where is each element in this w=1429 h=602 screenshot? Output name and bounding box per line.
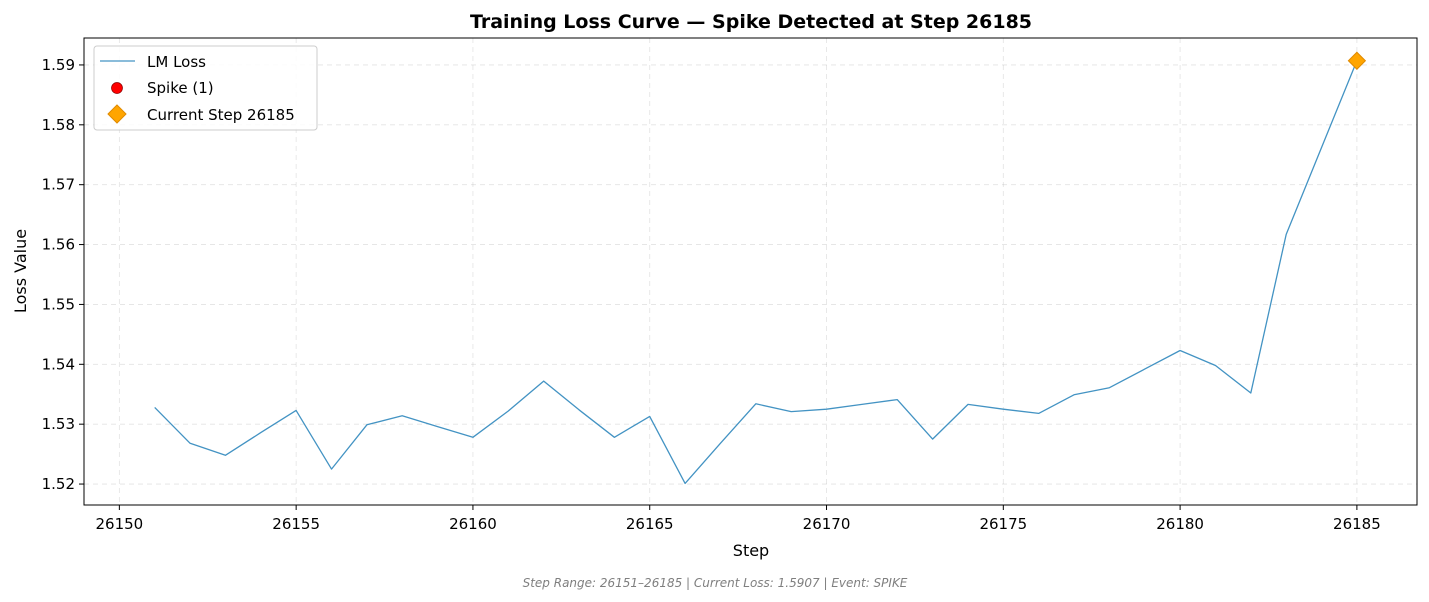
x-tick-label: 26150: [95, 515, 143, 533]
legend-current-step-label: Current Step 26185: [147, 106, 295, 124]
y-tick-label: 1.52: [42, 475, 75, 493]
footer-caption: Step Range: 26151–26185 | Current Loss: …: [523, 576, 908, 590]
legend-current-step-marker: [107, 104, 127, 124]
x-tick-label: 26165: [626, 515, 674, 533]
legend-spike-marker: [111, 82, 123, 94]
y-tick-label: 1.58: [42, 116, 75, 134]
legend: LM Loss Spike (1) Current Step 26185: [93, 45, 318, 131]
x-tick-label: 26175: [979, 515, 1027, 533]
current-step-marker: [1347, 51, 1367, 70]
y-tick-label: 1.55: [42, 295, 75, 313]
x-axis-label: Step: [733, 541, 769, 560]
x-tick-label: 26170: [803, 515, 851, 533]
chart-title: Training Loss Curve — Spike Detected at …: [470, 11, 1032, 33]
y-axis: 1.52 1.53 1.54 1.55 1.56 1.57 1.58 1.59: [42, 56, 84, 493]
y-tick-label: 1.53: [42, 415, 75, 433]
x-tick-label: 26160: [449, 515, 497, 533]
x-tick-label: 26180: [1156, 515, 1204, 533]
y-tick-label: 1.57: [42, 176, 75, 194]
x-tick-label: 26155: [272, 515, 320, 533]
y-axis-label: Loss Value: [11, 229, 30, 313]
legend-box: [93, 45, 318, 131]
series-line-lm-loss: [154, 60, 1358, 485]
grid: [84, 38, 1417, 505]
plot-frame: [83, 37, 1418, 506]
x-axis: 26150 26155 26160 26165 26170 26175 26180 26185: [95, 505, 1381, 533]
y-tick-label: 1.59: [42, 56, 75, 74]
legend-lm-loss-label: LM Loss: [147, 53, 206, 71]
legend-spike-label: Spike (1): [147, 79, 214, 97]
y-tick-label: 1.56: [42, 236, 75, 254]
y-tick-label: 1.54: [42, 355, 75, 373]
plot-area: [154, 51, 1367, 485]
x-tick-label: 26185: [1333, 515, 1381, 533]
